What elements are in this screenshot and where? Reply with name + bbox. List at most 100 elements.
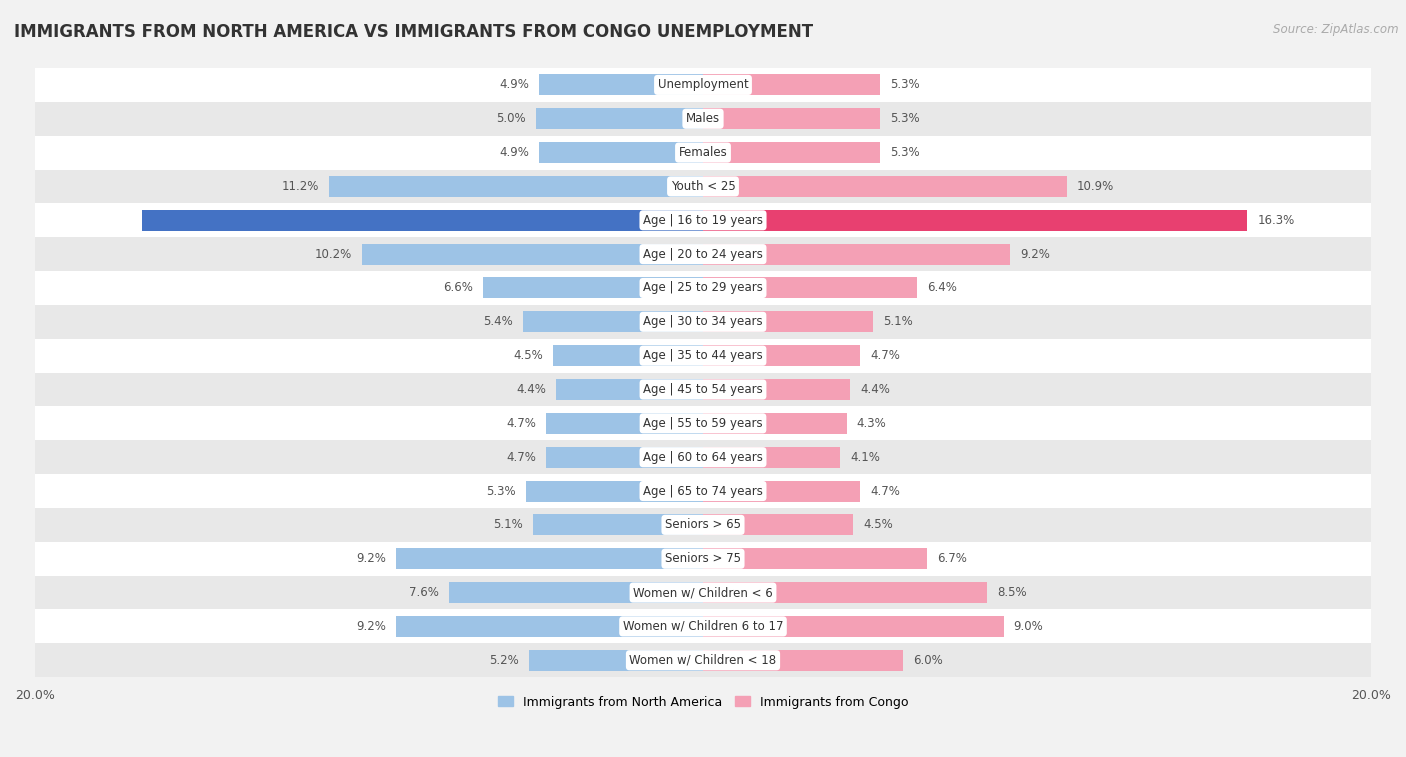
Text: Women w/ Children < 18: Women w/ Children < 18 <box>630 654 776 667</box>
Text: Seniors > 65: Seniors > 65 <box>665 519 741 531</box>
Bar <box>35 271 1371 305</box>
Text: 5.3%: 5.3% <box>890 79 920 92</box>
Text: 6.7%: 6.7% <box>936 552 967 565</box>
Bar <box>449 582 703 603</box>
Bar <box>703 176 1067 197</box>
Bar <box>35 372 1371 407</box>
Bar <box>546 447 703 468</box>
Text: 10.2%: 10.2% <box>315 248 353 260</box>
Text: 5.1%: 5.1% <box>494 519 523 531</box>
Bar <box>35 643 1371 678</box>
Text: 4.9%: 4.9% <box>499 79 529 92</box>
Bar <box>703 616 1004 637</box>
Bar <box>703 244 1011 265</box>
Bar <box>533 515 703 535</box>
Bar <box>540 74 703 95</box>
Text: Age | 35 to 44 years: Age | 35 to 44 years <box>643 349 763 362</box>
Text: Males: Males <box>686 112 720 125</box>
Text: Age | 60 to 64 years: Age | 60 to 64 years <box>643 450 763 464</box>
Text: 4.5%: 4.5% <box>513 349 543 362</box>
Bar <box>35 204 1371 237</box>
Bar <box>35 237 1371 271</box>
Text: 4.7%: 4.7% <box>506 417 536 430</box>
Text: 6.0%: 6.0% <box>914 654 943 667</box>
Bar <box>529 650 703 671</box>
Text: Females: Females <box>679 146 727 159</box>
Bar <box>395 548 703 569</box>
Bar <box>703 447 839 468</box>
Bar <box>329 176 703 197</box>
Text: 4.7%: 4.7% <box>506 450 536 464</box>
Bar <box>35 305 1371 338</box>
Text: 7.6%: 7.6% <box>409 586 439 599</box>
Bar <box>35 68 1371 102</box>
Bar <box>703 515 853 535</box>
Text: 5.1%: 5.1% <box>883 316 912 329</box>
Bar <box>363 244 703 265</box>
Text: Age | 25 to 29 years: Age | 25 to 29 years <box>643 282 763 294</box>
Text: Age | 16 to 19 years: Age | 16 to 19 years <box>643 213 763 227</box>
Text: 4.3%: 4.3% <box>856 417 886 430</box>
Bar <box>482 278 703 298</box>
Bar <box>35 474 1371 508</box>
Bar <box>703 481 860 502</box>
Text: 5.3%: 5.3% <box>890 112 920 125</box>
Bar <box>35 441 1371 474</box>
Bar <box>536 108 703 129</box>
Text: 11.2%: 11.2% <box>281 180 319 193</box>
Text: Women w/ Children < 6: Women w/ Children < 6 <box>633 586 773 599</box>
Bar <box>35 542 1371 575</box>
Text: Seniors > 75: Seniors > 75 <box>665 552 741 565</box>
Text: Youth < 25: Youth < 25 <box>671 180 735 193</box>
Bar <box>703 142 880 163</box>
Text: Unemployment: Unemployment <box>658 79 748 92</box>
Text: 5.3%: 5.3% <box>486 484 516 497</box>
Text: 16.3%: 16.3% <box>1257 213 1295 227</box>
Bar <box>35 338 1371 372</box>
Bar <box>703 582 987 603</box>
Text: Source: ZipAtlas.com: Source: ZipAtlas.com <box>1274 23 1399 36</box>
Bar <box>703 210 1247 231</box>
Text: 9.2%: 9.2% <box>356 552 385 565</box>
Bar <box>553 345 703 366</box>
Text: Age | 65 to 74 years: Age | 65 to 74 years <box>643 484 763 497</box>
Text: 6.6%: 6.6% <box>443 282 472 294</box>
Bar <box>703 74 880 95</box>
Bar <box>555 379 703 400</box>
Bar <box>35 508 1371 542</box>
Text: 5.0%: 5.0% <box>496 112 526 125</box>
Bar <box>35 102 1371 136</box>
Text: 9.2%: 9.2% <box>356 620 385 633</box>
Bar <box>703 379 851 400</box>
Text: IMMIGRANTS FROM NORTH AMERICA VS IMMIGRANTS FROM CONGO UNEMPLOYMENT: IMMIGRANTS FROM NORTH AMERICA VS IMMIGRA… <box>14 23 813 41</box>
Text: 6.4%: 6.4% <box>927 282 956 294</box>
Text: Age | 30 to 34 years: Age | 30 to 34 years <box>643 316 763 329</box>
Text: 4.4%: 4.4% <box>516 383 546 396</box>
Text: 4.4%: 4.4% <box>860 383 890 396</box>
Text: Age | 45 to 54 years: Age | 45 to 54 years <box>643 383 763 396</box>
Bar <box>526 481 703 502</box>
Text: Age | 20 to 24 years: Age | 20 to 24 years <box>643 248 763 260</box>
Bar <box>546 413 703 434</box>
Legend: Immigrants from North America, Immigrants from Congo: Immigrants from North America, Immigrant… <box>494 690 912 714</box>
Text: 8.5%: 8.5% <box>997 586 1026 599</box>
Text: 5.3%: 5.3% <box>890 146 920 159</box>
Bar <box>703 650 904 671</box>
Text: 10.9%: 10.9% <box>1077 180 1115 193</box>
Bar <box>35 136 1371 170</box>
Text: 4.7%: 4.7% <box>870 349 900 362</box>
Bar <box>540 142 703 163</box>
Bar <box>703 413 846 434</box>
Text: Women w/ Children 6 to 17: Women w/ Children 6 to 17 <box>623 620 783 633</box>
Bar <box>35 170 1371 204</box>
Text: 16.8%: 16.8% <box>652 213 693 227</box>
Text: 9.2%: 9.2% <box>1021 248 1050 260</box>
Text: 4.5%: 4.5% <box>863 519 893 531</box>
Bar <box>703 345 860 366</box>
Bar <box>703 278 917 298</box>
Text: 4.9%: 4.9% <box>499 146 529 159</box>
Text: 5.4%: 5.4% <box>482 316 513 329</box>
Text: 4.7%: 4.7% <box>870 484 900 497</box>
Bar <box>395 616 703 637</box>
Text: 4.1%: 4.1% <box>851 450 880 464</box>
